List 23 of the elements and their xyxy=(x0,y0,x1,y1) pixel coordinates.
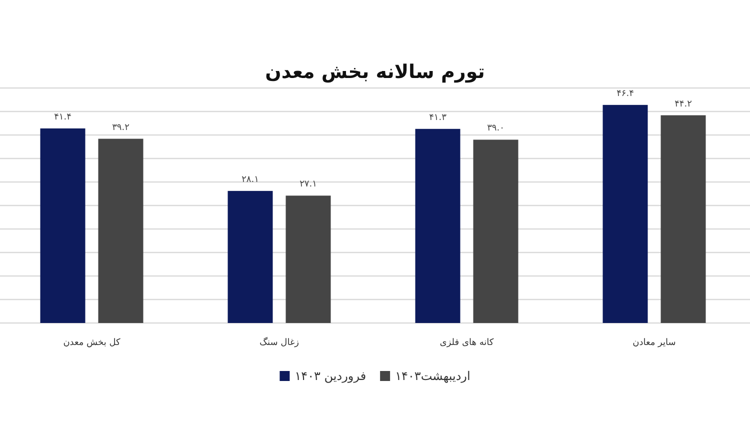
x-tick-label: کانه های فلزی xyxy=(440,338,494,348)
data-label: ۳۹.۲ xyxy=(112,122,130,133)
bar xyxy=(98,138,144,323)
data-label: ۲۸.۱ xyxy=(242,174,259,185)
legend-label: اردیبهشت۱۴۰۳ xyxy=(395,369,470,383)
data-label: ۳۹.۰ xyxy=(487,124,504,134)
bar xyxy=(228,190,273,323)
bar xyxy=(473,140,518,323)
bar xyxy=(415,128,460,323)
bar xyxy=(286,196,331,323)
data-label: ۴۴.۲ xyxy=(674,99,692,110)
data-label: ۴۱.۴ xyxy=(54,112,72,122)
chart-title: تورم سالانه بخش معدن xyxy=(265,61,485,83)
x-tick-label: زغال سنگ xyxy=(259,336,300,348)
bar xyxy=(40,128,86,323)
data-label: ۴۶.۴ xyxy=(616,88,634,99)
legend-label: فروردین ۱۴۰۳ xyxy=(294,369,366,383)
x-tick-label: سایر معادن xyxy=(632,338,676,348)
data-label: ۴۱.۳ xyxy=(429,112,447,123)
bar xyxy=(660,115,706,323)
data-label: ۲۷.۱ xyxy=(300,180,317,190)
bar xyxy=(602,104,648,323)
x-tick-label: کل بخش معدن xyxy=(63,338,122,348)
